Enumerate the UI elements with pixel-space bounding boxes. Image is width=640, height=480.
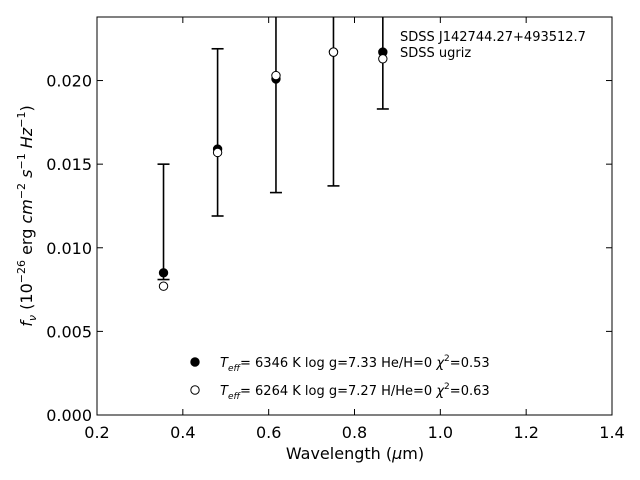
model-point-filled [158,268,169,278]
y-tick-label: 0.005 [46,322,92,341]
y-tick-label: 0.010 [46,239,92,258]
legend-entry-text: Teff= 6346 K log g=7.33 He/H=0 χ2=0.53 [220,354,490,374]
legend-teff: 6346 [255,356,288,371]
x-tick-label: 1.0 [428,423,453,442]
y-tick-label: 0.000 [46,406,92,425]
model-point-open [158,281,169,291]
legend-chi2: 0.63 [461,384,490,399]
x-tick-label: 0.4 [170,423,195,442]
annotation-line-1: SDSS J142744.27+493512.7 [400,30,586,45]
x-tick-label: 0.8 [342,423,367,442]
x-tick-label: 0.2 [84,423,109,442]
model-point-open [378,54,388,64]
y-tick-label: 0.020 [46,72,92,91]
tick-labels: 0.2 0.4 0.6 0.8 1.0 1.2 1.4 0.000 0.005 0.010 0.01… [46,72,625,442]
x-tick-label: 0.6 [256,423,281,442]
x-tick-label: 1.4 [599,423,624,442]
legend-teff: 6264 [255,384,288,399]
annotation: SDSS J142744.27+493512.7 SDSS ugriz [400,30,586,61]
model-point-open [271,70,281,81]
model-point-open [328,47,339,57]
annotation-line-2: SDSS ugriz [400,46,471,61]
legend-marker-filled [190,357,200,367]
axes-frame [96,16,613,416]
legend-logg: 7.33 [348,356,377,371]
legend-composition: He/H=0 [381,356,432,371]
y-tick-label: 0.015 [46,155,92,174]
legend: Teff= 6346 K log g=7.33 He/H=0 χ2=0.53 Te… [190,354,490,402]
x-tick-label: 1.2 [513,423,538,442]
legend-logg: 7.27 [348,384,377,399]
data-layer [157,17,389,291]
x-axis-label: Wavelength (μm) [286,444,424,463]
y-axis-label: fν (10−26 erg cm−2 s−1 Hz−1) [15,105,39,326]
legend-composition: H/He=0 [381,384,432,399]
legend-marker-open [190,385,200,395]
legend-entry-text: Teff= 6264 K log g=7.27 H/He=0 χ2=0.63 [220,382,490,402]
legend-chi2: 0.53 [461,356,490,371]
model-point-open [212,147,223,158]
